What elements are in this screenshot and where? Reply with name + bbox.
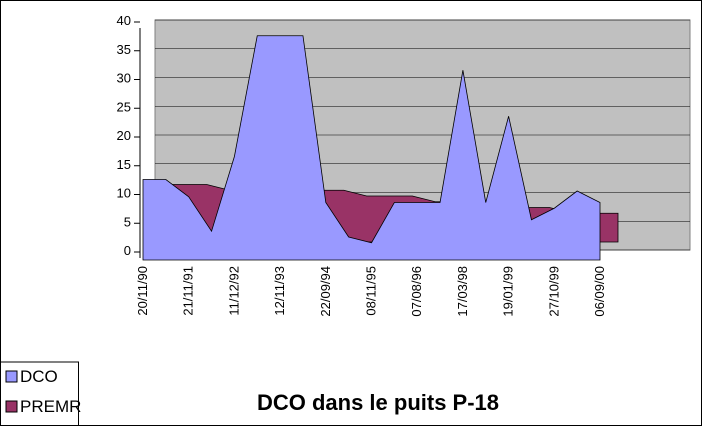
area [142, 35, 601, 261]
x-tick-label: 19/01/99 [501, 266, 516, 317]
y-tick-label: 10 [117, 186, 131, 201]
y-tick-label: 20 [117, 128, 131, 143]
x-tick-label: 07/08/96 [409, 266, 424, 317]
y-tick-label: 30 [117, 71, 131, 86]
y-tick-label: 40 [117, 13, 131, 28]
x-tick-label: 12/11/93 [272, 266, 287, 316]
y-tick-label: 0 [124, 243, 131, 258]
legend: DCO PREMR [0, 361, 81, 426]
x-tick-label: 08/11/95 [364, 266, 379, 316]
chart-title: DCO dans le puits P-18 [257, 390, 499, 415]
x-tick-label: 27/10/99 [546, 266, 561, 317]
legend-swatch [5, 400, 18, 413]
x-tick-label: 17/03/98 [455, 266, 470, 317]
x-tick-label: 06/09/00 [592, 266, 607, 317]
x-tick-label: 21/11/91 [181, 266, 196, 316]
y-tick-label: 15 [117, 157, 131, 172]
legend-swatch [5, 370, 18, 383]
y-tick-label: 25 [117, 99, 131, 114]
legend-label: DCO [20, 367, 58, 386]
y-tick-label: 35 [117, 42, 131, 57]
legend-label: PREMR [20, 397, 81, 416]
x-tick-label: 22/09/94 [318, 266, 333, 317]
y-tick-label: 5 [124, 214, 131, 229]
x-tick-label: 11/12/92 [226, 266, 241, 316]
x-tick-label: 20/11/90 [135, 266, 150, 316]
